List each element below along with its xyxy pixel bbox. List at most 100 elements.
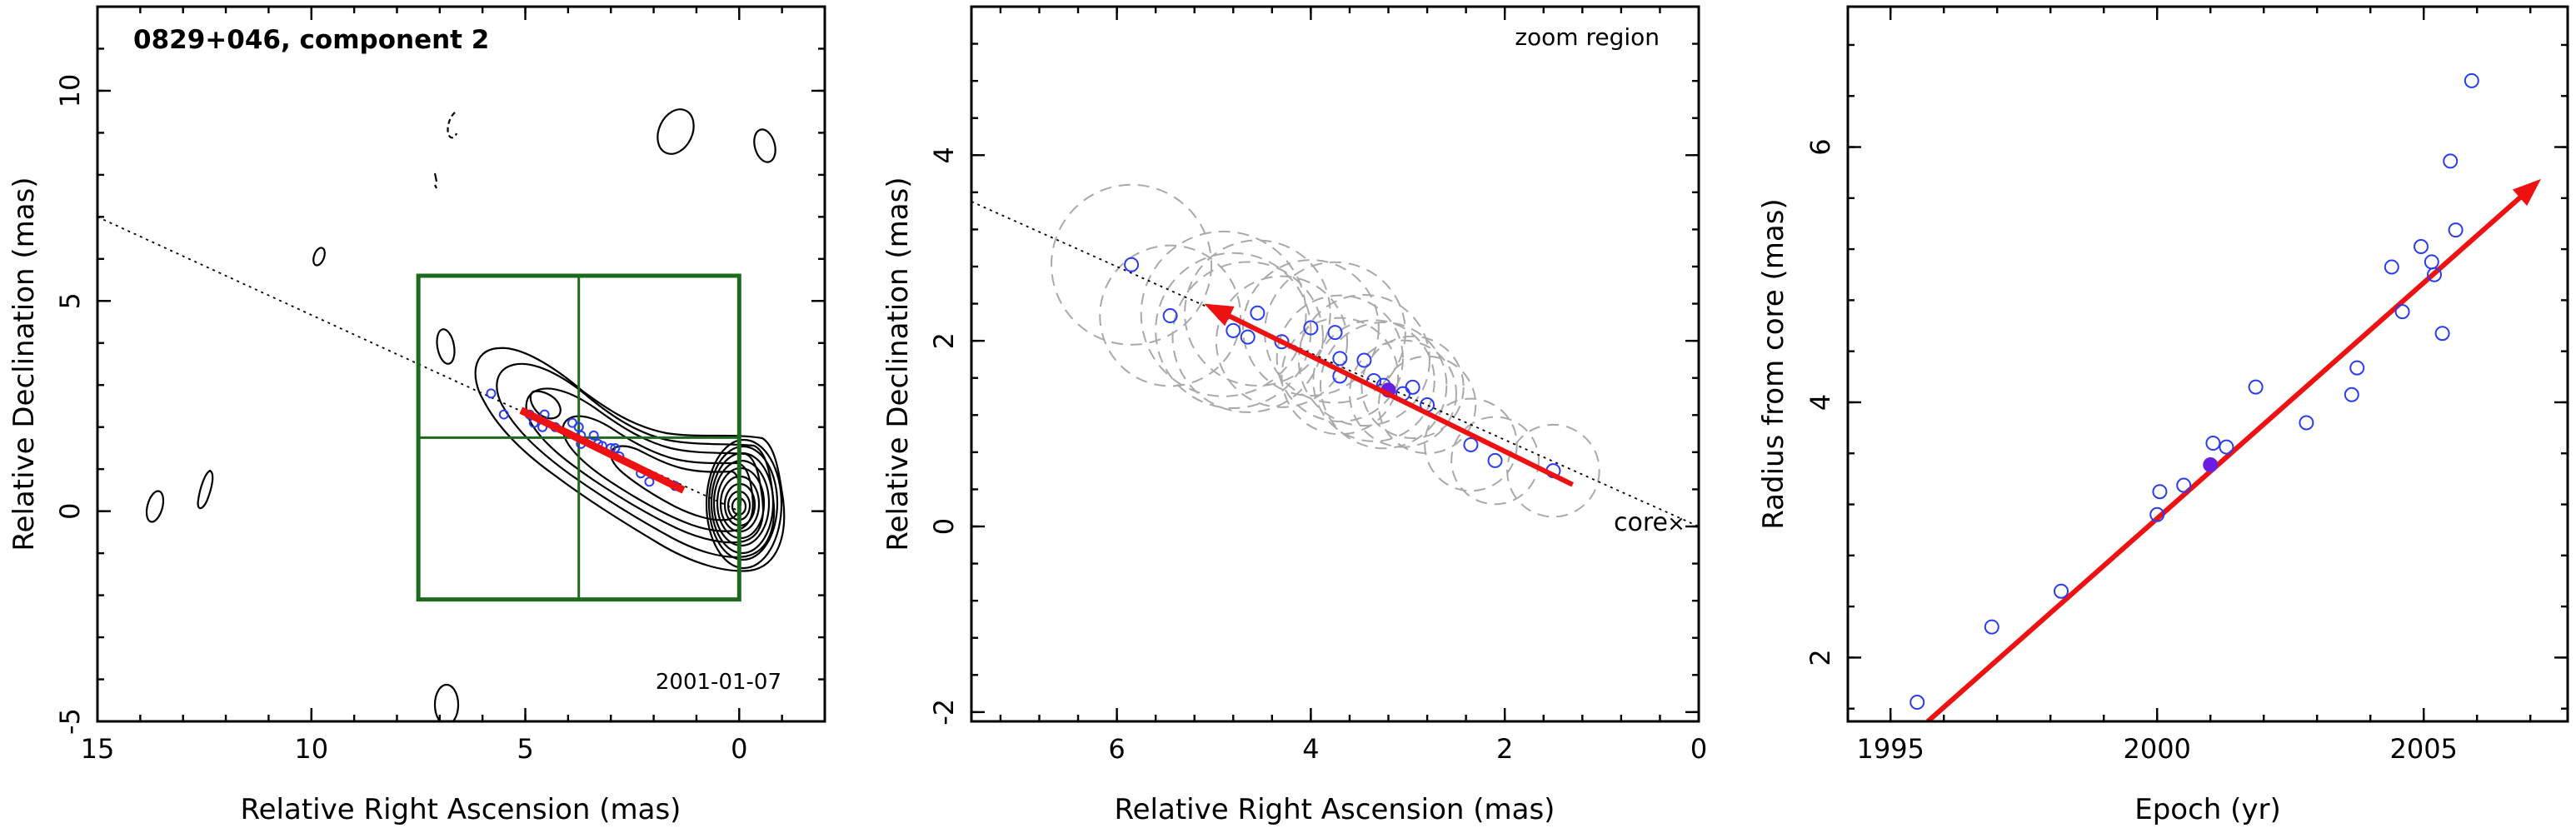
axes: 6 4 2 0 -2 0 2 4 bbox=[928, 7, 1707, 765]
component-size-circle bbox=[1184, 239, 1331, 387]
y-tick-label: 4 bbox=[928, 147, 960, 163]
component-size-circle bbox=[1171, 261, 1324, 413]
radius-epoch-point bbox=[2344, 387, 2359, 402]
axes: 1995 2000 2005 2 4 6 bbox=[1805, 7, 2568, 765]
component-size-circle bbox=[1281, 317, 1400, 436]
component-position-point bbox=[1303, 320, 1319, 336]
y-tick-label: 2 bbox=[1805, 649, 1836, 666]
y-tick-label: -2 bbox=[928, 699, 960, 726]
radius-epoch-point bbox=[1984, 619, 1999, 635]
x-tick-label: 2000 bbox=[2123, 733, 2190, 765]
y-tick-label: 2 bbox=[928, 332, 960, 349]
axes: 15 10 5 0 -5 0 5 10 bbox=[54, 5, 826, 765]
radius-epoch-point bbox=[2448, 222, 2464, 238]
component-size-circle bbox=[1450, 416, 1540, 506]
radius-epoch-point bbox=[2149, 506, 2165, 522]
x-tick-label: 10 bbox=[294, 733, 328, 765]
component-position-point bbox=[644, 476, 655, 487]
radius-epoch-point bbox=[2414, 239, 2429, 255]
radius-epoch-point bbox=[2443, 153, 2459, 169]
y-tick-label: 6 bbox=[1805, 138, 1836, 155]
x-tick-label: 2 bbox=[1496, 733, 1513, 765]
x-axis-label: Relative Right Ascension (mas) bbox=[241, 793, 681, 826]
radius-epoch-point bbox=[2427, 267, 2442, 282]
x-tick-label: 1995 bbox=[1856, 733, 1924, 765]
trend-vector bbox=[1926, 191, 2527, 721]
component-size-circle bbox=[1297, 293, 1430, 427]
component-position-point bbox=[1124, 257, 1140, 272]
x-tick-label: 2005 bbox=[2389, 733, 2457, 765]
plot-frame bbox=[96, 5, 826, 723]
core-contours bbox=[705, 438, 783, 570]
component-size-circle bbox=[1360, 335, 1465, 439]
component-size-circle bbox=[1215, 275, 1349, 408]
component-size-circle bbox=[1051, 183, 1213, 346]
radius-epoch-point bbox=[2248, 379, 2264, 395]
x-tick-label: 4 bbox=[1302, 733, 1319, 765]
component-position-point bbox=[1226, 322, 1241, 338]
y-tick-label: 0 bbox=[54, 502, 86, 519]
plot-frame bbox=[970, 5, 1700, 723]
component-size-circle bbox=[1312, 319, 1435, 442]
core-label: core bbox=[1614, 508, 1668, 537]
radius-epoch-point bbox=[2384, 259, 2399, 275]
radius-epoch-point bbox=[2299, 415, 2314, 431]
y-tick-label: 10 bbox=[54, 74, 86, 108]
x-axis-label: Relative Right Ascension (mas) bbox=[1115, 793, 1555, 826]
isolated-contours bbox=[145, 108, 776, 721]
component-position-point bbox=[1274, 334, 1290, 350]
radius-epoch-point bbox=[2054, 583, 2069, 599]
component-size-circle bbox=[1155, 252, 1312, 410]
component-position-point bbox=[1162, 308, 1178, 324]
motion-vector bbox=[519, 407, 686, 494]
y-tick-label: -5 bbox=[54, 708, 86, 735]
panel-radius-vs-epoch: 1995 2000 2005 2 4 6 Epoch (yr) Radius from c… bbox=[1757, 5, 2569, 826]
component-position-point bbox=[1240, 329, 1256, 345]
component-size-circle bbox=[1276, 294, 1404, 422]
x-tick-label: 6 bbox=[1108, 733, 1125, 765]
date-annotation: 2001-01-07 bbox=[656, 670, 781, 695]
radius-epoch-point bbox=[2424, 254, 2439, 270]
component-position-point bbox=[588, 430, 599, 441]
y-axis-label: Relative Declination (mas) bbox=[7, 177, 41, 551]
component-size-circle bbox=[1241, 259, 1380, 397]
x-tick-label: 5 bbox=[517, 733, 533, 765]
radius-epoch-point bbox=[1910, 695, 1925, 711]
radius-epoch-point bbox=[2394, 304, 2410, 320]
panel-zoom-region: 6 4 2 0 -2 0 2 4 zoom region core × Relative Ri… bbox=[881, 5, 1707, 826]
radius-epoch-point bbox=[2434, 326, 2450, 342]
plot-frame bbox=[1846, 5, 2569, 723]
highlighted-epoch-point bbox=[2203, 457, 2219, 473]
component-size-circle bbox=[1099, 244, 1242, 387]
component-position-point bbox=[1327, 325, 1343, 341]
component-position-point bbox=[1405, 379, 1420, 395]
y-tick-label: 5 bbox=[54, 292, 86, 309]
radius-epoch-point bbox=[2349, 360, 2365, 376]
radius-epoch-point bbox=[2176, 477, 2192, 493]
zoom-region-annotation: zoom region bbox=[1515, 23, 1660, 51]
motion-vector bbox=[1222, 311, 1575, 487]
component-position-point bbox=[498, 409, 509, 420]
x-axis-label: Epoch (yr) bbox=[2134, 793, 2281, 826]
radius-epoch-point bbox=[2219, 439, 2234, 455]
component-size-circle bbox=[1140, 230, 1307, 397]
component-position-point bbox=[486, 388, 497, 399]
component-position-point bbox=[1463, 436, 1479, 452]
contour-map bbox=[145, 108, 786, 721]
chart-title: 0829+046, component 2 bbox=[133, 25, 489, 55]
jet-contours bbox=[474, 347, 786, 572]
component-position-point bbox=[610, 442, 621, 453]
component-position-point bbox=[1487, 452, 1503, 468]
component-position-point bbox=[1356, 352, 1372, 368]
component-size-circle bbox=[1424, 397, 1518, 492]
x-tick-label: 0 bbox=[731, 733, 747, 765]
component-size-circle bbox=[1320, 321, 1448, 450]
component-size-circle bbox=[1377, 355, 1477, 455]
panel-contour-map: 15 10 5 0 -5 0 5 10 0829+046, component 2 2001-… bbox=[7, 5, 826, 826]
component-position-point bbox=[1332, 351, 1348, 367]
radius-epoch-point bbox=[2205, 435, 2221, 451]
y-tick-label: 4 bbox=[1805, 394, 1836, 411]
motion-vector-arrowhead bbox=[1204, 303, 1235, 327]
x-tick-label: 0 bbox=[1690, 733, 1707, 765]
